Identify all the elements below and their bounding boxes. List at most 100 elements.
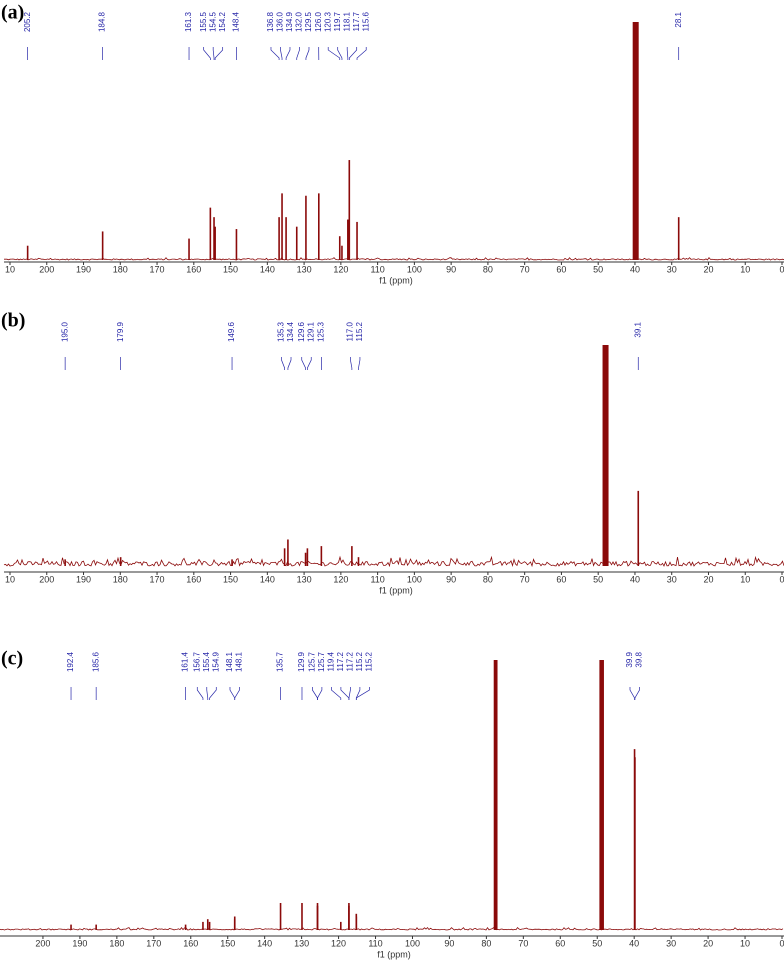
peak-label: 135.3	[277, 321, 286, 342]
x-tick-label: 0	[779, 938, 784, 948]
label-connector	[307, 357, 312, 370]
peak-label: 117.2	[346, 651, 355, 671]
x-tick-label: 130	[294, 938, 309, 948]
label-connector	[629, 687, 635, 700]
peak-label: 129.1	[306, 321, 315, 342]
peak-label: 115.2	[365, 651, 374, 671]
baseline-noise	[0, 926, 784, 931]
peak-label: 118.1	[342, 11, 351, 31]
peak-label: 195.0	[60, 321, 69, 342]
label-connector	[312, 687, 318, 700]
peak-label: 156.7	[192, 651, 201, 672]
x-tick-label: 190	[76, 264, 91, 274]
x-tick-label: 180	[109, 938, 124, 948]
x-tick-label: 20	[703, 574, 713, 584]
x-tick-label: 170	[146, 938, 161, 948]
label-connector	[337, 47, 343, 60]
x-axis-title: f1 (ppm)	[379, 585, 413, 595]
label-connector	[346, 47, 349, 60]
x-tick-label: 110	[370, 574, 384, 584]
peak-label: 28.1	[674, 11, 683, 27]
x-tick-label: 10	[740, 938, 750, 948]
peak-label: 134.4	[286, 321, 295, 342]
x-tick-label: 40	[630, 574, 640, 584]
x-tick-label: 100	[407, 574, 422, 584]
panel-label: (b)	[1, 310, 25, 332]
x-tick-label: 150	[223, 574, 238, 584]
x-tick-label: 70	[520, 264, 530, 274]
x-tick-label: 90	[446, 574, 456, 584]
x-tick-label: 80	[481, 938, 491, 948]
label-connector	[285, 47, 291, 60]
x-axis-title: f1 (ppm)	[377, 949, 411, 959]
peak-label: 39.9	[625, 651, 634, 667]
label-connector	[212, 47, 215, 60]
x-tick-label: 120	[333, 574, 348, 584]
label-connector	[203, 47, 211, 60]
x-tick-label: 150	[220, 938, 235, 948]
spectrum-panel: (c)200 190 180 170 160 150 140 130 120 110 100 90 80…	[0, 648, 784, 959]
peak-label: 39.1	[633, 321, 642, 337]
peak-label: 134.9	[285, 11, 294, 32]
peak-label: 155.5	[199, 11, 208, 32]
x-tick-label: 40	[629, 938, 639, 948]
peak-label: 185.6	[91, 651, 100, 672]
peak-label: 125.7	[308, 651, 317, 672]
peak-label: 129.6	[297, 321, 306, 342]
x-tick-label: 20	[703, 938, 713, 948]
x-tick-label: 120	[331, 938, 346, 948]
x-tick-label: 140	[260, 574, 275, 584]
peak-label: 184.8	[98, 11, 107, 32]
x-tick-label: 160	[183, 938, 198, 948]
x-tick-label: 50	[593, 574, 603, 584]
x-tick-label: 10	[740, 574, 750, 584]
label-connector	[358, 357, 361, 370]
x-tick-label: 120	[333, 264, 348, 274]
peak-label: 154.5	[208, 11, 217, 32]
x-tick-label: 200	[39, 574, 54, 584]
x-tick-label: 30	[666, 938, 676, 948]
label-connector	[280, 47, 283, 60]
x-tick-label: 180	[113, 264, 128, 274]
peak-label: 135.7	[276, 651, 285, 672]
peak-label: 205.2	[23, 11, 32, 32]
peak-label: 161.4	[181, 651, 190, 672]
x-tick-label: 190	[76, 574, 91, 584]
peak-label: 125.7	[317, 651, 326, 672]
x-tick-label: 200	[35, 938, 50, 948]
peak-label: 148.4	[232, 11, 241, 32]
label-connector	[355, 687, 370, 700]
peak-label: 148.1	[225, 651, 234, 672]
peak-label: 129.9	[297, 651, 306, 672]
label-connector	[340, 687, 350, 700]
x-tick-label: 50	[592, 938, 602, 948]
x-tick-label: 160	[186, 264, 201, 274]
baseline-noise	[3, 555, 784, 568]
x-tick-label: 100	[407, 264, 422, 274]
peak-label: 120.3	[323, 11, 332, 32]
x-tick-label: 150	[223, 264, 238, 274]
label-connector	[348, 687, 351, 700]
label-connector	[214, 47, 224, 60]
label-connector	[350, 357, 353, 370]
label-connector	[356, 47, 367, 60]
x-tick-label: 140	[257, 938, 272, 948]
x-tick-label: 10	[5, 574, 15, 584]
peak-label: 125.3	[316, 321, 325, 342]
label-connector	[331, 687, 342, 700]
label-connector	[229, 687, 236, 700]
x-tick-label: 80	[483, 264, 493, 274]
peak-label: 117.2	[336, 651, 345, 671]
label-connector	[634, 687, 640, 700]
x-tick-label: 170	[150, 574, 165, 584]
x-tick-label: 140	[260, 264, 275, 274]
peak-label: 115.2	[355, 321, 364, 341]
x-tick-label: 30	[667, 264, 677, 274]
label-connector	[270, 47, 280, 60]
x-tick-label: 190	[72, 938, 87, 948]
peak-label: 154.2	[218, 11, 227, 32]
x-tick-label: 70	[520, 574, 530, 584]
x-tick-label: 0	[779, 264, 784, 274]
peak-label: 179.9	[116, 321, 125, 342]
peak-label: 117.7	[352, 11, 361, 31]
